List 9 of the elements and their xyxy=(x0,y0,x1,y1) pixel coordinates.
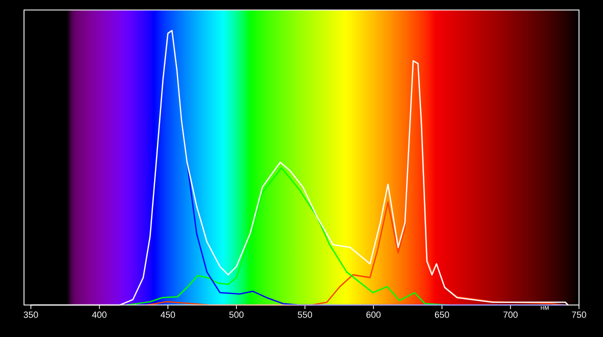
x-tick-label: 600 xyxy=(366,312,381,318)
x-tick-label: 500 xyxy=(229,312,244,318)
x-tick-label: 700 xyxy=(503,312,518,318)
x-tick-label: 450 xyxy=(160,312,176,318)
x-tick-label: 750 xyxy=(572,312,586,318)
x-tick-label: 400 xyxy=(92,312,107,318)
x-tick-label: 550 xyxy=(298,312,312,318)
x-tick-label: 650 xyxy=(434,312,450,318)
x-tick-label: 350 xyxy=(24,312,38,318)
